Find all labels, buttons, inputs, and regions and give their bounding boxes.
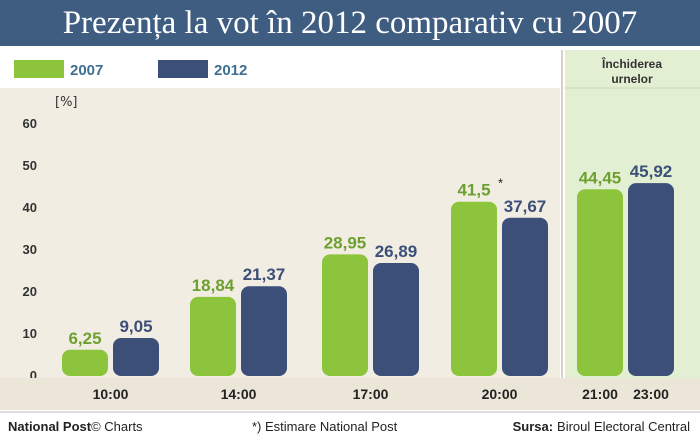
category-strip	[0, 378, 700, 410]
footer-brand-name: National Post	[8, 419, 92, 434]
bar-2012-17:00	[373, 263, 419, 376]
chart-title: Prezența la vot în 2012 comparativ cu 20…	[63, 5, 638, 41]
data-label: 45,92	[630, 162, 673, 181]
data-label-note: *	[498, 176, 503, 191]
footer-note: *) Estimare National Post	[252, 419, 398, 434]
data-label: 28,95	[324, 233, 367, 252]
bar-2007-21:00	[577, 189, 623, 376]
legend-label-2007: 2007	[70, 62, 103, 79]
y-axis-label: [%]	[55, 95, 78, 110]
category-labels: 10:00 14:00 17:00 20:00 21:00 23:00	[93, 386, 670, 402]
data-label: 21,37	[243, 265, 286, 284]
category-label: 17:00	[353, 386, 389, 402]
legend-strip	[0, 50, 560, 88]
data-label: 9,05	[119, 317, 152, 336]
y-tick-label: 30	[23, 242, 37, 257]
y-tick-label: 60	[23, 116, 37, 131]
category-label: 23:00	[633, 386, 669, 402]
footer-brand: National Post© Charts	[8, 419, 143, 434]
bar-2007-20:00	[451, 201, 497, 376]
bar-2012-20:00	[502, 217, 548, 376]
data-label: 6,25	[68, 329, 101, 348]
closing-label-line-1: Închiderea	[601, 56, 662, 71]
y-tick-label: 50	[23, 158, 37, 173]
legend-swatch-2007	[14, 60, 64, 78]
footer-brand-suffix: © Charts	[91, 419, 143, 434]
y-tick-label: 40	[23, 200, 37, 215]
category-label: 10:00	[93, 386, 129, 402]
data-label: 37,67	[504, 197, 547, 216]
data-label: 44,45	[579, 168, 622, 187]
y-tick-label: 0	[30, 368, 37, 383]
closing-label-line-2: urnelor	[611, 72, 653, 86]
bars: 6,25 9,05 18,84 21,37 28,95 26,89 41,5 *37,67 44…	[62, 162, 674, 376]
legend-swatch-2012	[158, 60, 208, 78]
category-label: 21:00	[582, 386, 618, 402]
bar-2012-23:00	[628, 183, 674, 376]
bar-2007-14:00	[190, 296, 236, 376]
category-label: 20:00	[482, 386, 518, 402]
data-label: 26,89	[375, 242, 418, 261]
bar-2012-10:00	[113, 337, 159, 376]
footer-source: Sursa: Biroul Electoral Central	[513, 419, 691, 434]
legend-label-2012: 2012	[214, 62, 247, 79]
bar-2012-14:00	[241, 286, 287, 376]
bar-2007-10:00	[62, 349, 108, 376]
category-label: 14:00	[221, 386, 257, 402]
y-tick-label: 10	[23, 326, 37, 341]
y-axis: 0 10 20 30 40 50 60	[23, 116, 37, 383]
bar-2007-17:00	[322, 254, 368, 376]
data-label: 18,84	[192, 276, 235, 295]
footer-source-value: Biroul Electoral Central	[557, 419, 690, 434]
data-label: 41,5	[457, 181, 490, 200]
footer-source-label: Sursa:	[513, 419, 553, 434]
title-bar	[0, 0, 700, 46]
y-tick-label: 20	[23, 284, 37, 299]
